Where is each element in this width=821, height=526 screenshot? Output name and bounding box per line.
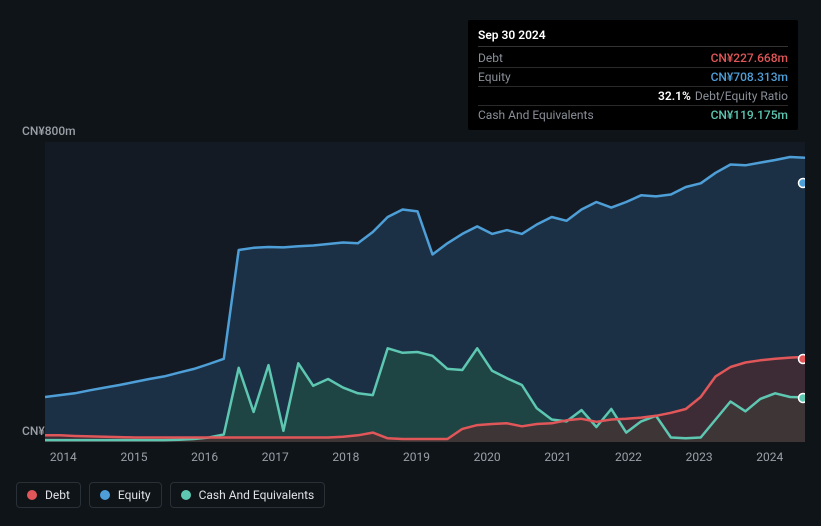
tooltip-row-label: Debt	[478, 51, 503, 65]
y-axis-label-top: CN¥800m	[22, 124, 76, 138]
tooltip-row-label: Equity	[478, 70, 511, 84]
tooltip-row-value: CN¥119.175m	[711, 108, 788, 122]
tooltip-row-value: CN¥227.668m	[711, 51, 788, 65]
legend-label: Equity	[118, 488, 151, 502]
legend-item[interactable]: Equity	[89, 482, 162, 508]
equity-marker-icon	[799, 179, 806, 188]
tooltip-title: Sep 30 2024	[478, 26, 788, 47]
x-tick: 2023	[664, 450, 735, 464]
x-tick: 2016	[169, 450, 240, 464]
x-tick: 2022	[593, 450, 664, 464]
legend-dot-icon	[27, 490, 37, 500]
tooltip-row-label: Cash And Equivalents	[478, 108, 594, 122]
tooltip-row: Debt CN¥227.668m	[478, 49, 788, 68]
legend-item[interactable]: Debt	[16, 482, 81, 508]
x-tick: 2020	[452, 450, 523, 464]
legend: Debt Equity Cash And Equivalents	[16, 482, 325, 508]
chart-plot[interactable]	[45, 142, 805, 442]
cash-marker-icon	[799, 394, 806, 403]
tooltip-row: Cash And Equivalents CN¥119.175m	[478, 106, 788, 124]
x-tick: 2018	[311, 450, 382, 464]
legend-item[interactable]: Cash And Equivalents	[170, 482, 326, 508]
x-tick: 2021	[522, 450, 593, 464]
tooltip-row: Equity CN¥708.313m	[478, 68, 788, 87]
chart-tooltip: Sep 30 2024 Debt CN¥227.668m Equity CN¥708.…	[468, 20, 798, 130]
x-tick: 2019	[381, 450, 452, 464]
legend-label: Cash And Equivalents	[199, 488, 315, 502]
tooltip-ratio: 32.1%Debt/Equity Ratio	[658, 89, 788, 103]
x-axis: 2014201520162017201820192020202120222023…	[28, 450, 805, 464]
legend-dot-icon	[181, 490, 191, 500]
tooltip-row: 32.1%Debt/Equity Ratio	[478, 87, 788, 106]
tooltip-row-value: CN¥708.313m	[711, 70, 788, 84]
legend-label: Debt	[45, 488, 70, 502]
x-tick: 2017	[240, 450, 311, 464]
x-tick: 2015	[99, 450, 170, 464]
chart-container: CN¥800m CN¥0 201420152016201720182019202…	[0, 0, 821, 526]
legend-dot-icon	[100, 490, 110, 500]
x-tick: 2014	[28, 450, 99, 464]
x-tick: 2024	[734, 450, 805, 464]
debt-marker-icon	[799, 355, 806, 364]
